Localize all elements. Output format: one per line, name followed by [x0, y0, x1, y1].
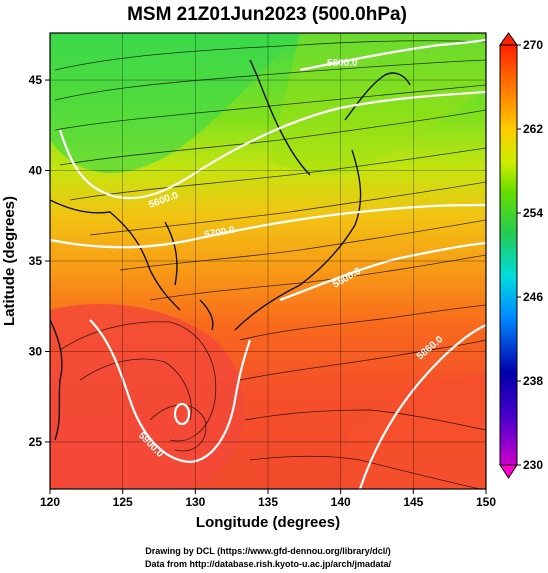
x-tick-label: 140: [331, 495, 351, 509]
y-tick-label: 25: [29, 435, 43, 449]
coastlines: [50, 59, 411, 441]
cool-region-north: [270, 33, 486, 176]
streamlines: [54, 40, 486, 489]
colorbar-tick-label: 254: [523, 206, 543, 220]
plot-area: 5600.0 5600.0 5700.0 5800.0 5860.0 5900.…: [50, 33, 486, 489]
contour-5700: [50, 203, 486, 249]
colorbar-ticks: 270 262 254 246 238 230: [517, 38, 543, 472]
colorbar-tick-label: 246: [523, 290, 543, 304]
warm-region-southeast: [340, 370, 486, 489]
colorbar: 270 262 254 246 238 230: [499, 32, 543, 479]
colorbar-tick-label: 262: [523, 122, 543, 136]
height-contours: [50, 38, 486, 489]
y-tick-label: 45: [29, 73, 43, 87]
y-axis-label: Latitude (degrees): [1, 196, 18, 326]
contour-label: 5700.0: [204, 225, 236, 241]
coastline-china: [50, 319, 63, 441]
grid-lines: [50, 33, 486, 489]
colorbar-tick-label: 230: [523, 458, 543, 472]
coastline-honshu: [234, 149, 362, 331]
cold-region: [50, 33, 300, 174]
y-axis-ticks: 25 30 35 40 45: [29, 73, 50, 449]
contour-5600-north: [299, 38, 486, 72]
contour-5860: [358, 323, 486, 489]
y-tick-label: 30: [29, 344, 43, 358]
contour-closed-high: [173, 402, 191, 426]
colorbar-tick-label: 238: [523, 374, 543, 388]
coastline-korea: [50, 199, 181, 311]
coastline-peninsula: [164, 221, 178, 286]
x-axis-label: Longitude (degrees): [196, 514, 340, 531]
colorbar-min-arrow: [499, 464, 518, 479]
y-tick-label: 35: [29, 254, 43, 268]
credit-data: Data from http://database.rish.kyoto-u.a…: [145, 559, 392, 569]
x-tick-label: 120: [40, 495, 60, 509]
contour-5600: [58, 90, 486, 200]
x-tick-label: 125: [113, 495, 133, 509]
x-axis-ticks: 120 125 130 135 140 145 150: [40, 489, 496, 509]
credit-drawing: Drawing by DCL (https://www.gfd-dennou.o…: [145, 546, 391, 556]
contour-label: 5600.0: [327, 58, 358, 69]
x-tick-label: 130: [185, 495, 205, 509]
x-tick-label: 145: [403, 495, 423, 509]
coastline-sakhalin: [249, 59, 311, 176]
y-tick-label: 40: [29, 164, 43, 178]
x-tick-label: 150: [476, 495, 496, 509]
coastline-kyushu: [199, 299, 214, 331]
contour-5900: [89, 319, 252, 464]
x-tick-label: 135: [258, 495, 278, 509]
chart-title: MSM 21Z01Jun2023 (500.0hPa): [127, 4, 407, 25]
colorbar-max-arrow: [499, 32, 518, 46]
colorbar-tick-label: 270: [523, 38, 543, 52]
colorbar-scale: [499, 44, 518, 466]
contour-5800-east: [279, 241, 486, 302]
